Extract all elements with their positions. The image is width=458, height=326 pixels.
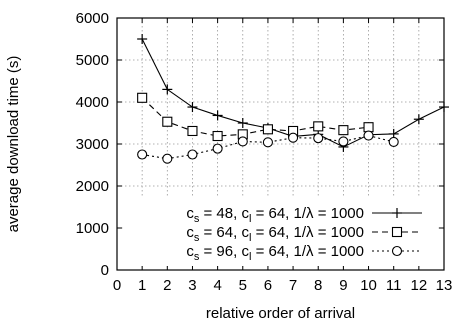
x-tick-label: 5 — [239, 277, 247, 294]
series-3-point — [363, 130, 374, 141]
legend-label: cs = 96, cl = 64, 1/λ = 1000 — [186, 243, 364, 263]
x-tick-label: 12 — [411, 277, 428, 294]
legend-marker-sample — [391, 245, 403, 257]
series-3-point — [137, 149, 148, 160]
x-tick-label: 2 — [163, 277, 171, 294]
series-3-point — [262, 137, 273, 148]
legend-marker-sample — [391, 226, 403, 238]
series-2-point — [338, 125, 349, 136]
series-2-point — [313, 121, 324, 132]
series-3-point — [313, 133, 324, 144]
x-tick-label: 6 — [264, 277, 272, 294]
legend-entry-1: cs = 48, cl = 64, 1/λ = 1000 — [186, 205, 422, 225]
x-tick-label: 13 — [436, 277, 453, 294]
x-tick-labels: 0 1 2 3 4 5 6 7 8 9 10 11 12 13 — [113, 277, 453, 294]
series-3-point — [212, 143, 223, 154]
series-2-point — [137, 92, 148, 103]
series-2-point — [187, 125, 198, 137]
y-tick-labels: 0 1000 2000 3000 4000 5000 6000 — [76, 10, 109, 279]
series-3-point — [338, 136, 349, 147]
legend-label: cs = 48, cl = 64, 1/λ = 1000 — [186, 205, 364, 225]
series-1-point — [137, 34, 148, 44]
y-tick-label: 5000 — [76, 52, 109, 69]
series-1-point — [237, 118, 248, 128]
series-1-point — [162, 84, 173, 95]
x-tick-label: 1 — [138, 277, 146, 294]
x-tick-label: 9 — [339, 277, 347, 294]
y-tick-label: 3000 — [76, 136, 109, 153]
x-axis-label: relative order of arrival — [206, 305, 355, 322]
x-tick-label: 11 — [386, 277, 402, 294]
y-axis-label: average download time (s) — [5, 56, 22, 233]
x-tick-label: 3 — [188, 277, 196, 294]
series-line-2 — [141, 97, 369, 137]
x-tick-label: 7 — [289, 277, 297, 294]
y-tick-label: 1000 — [76, 220, 109, 237]
series-3-point — [187, 149, 198, 160]
x-tick-label: 10 — [360, 277, 377, 294]
series-1-point — [413, 114, 424, 125]
series-2-point — [262, 124, 273, 135]
y-tick-label: 6000 — [76, 10, 109, 27]
series-1-point — [187, 102, 198, 113]
series-3-point — [237, 136, 248, 147]
series-2-point — [363, 122, 374, 133]
series-markers — [137, 34, 449, 164]
legend-marker-sample — [392, 208, 402, 218]
series-2-point — [212, 130, 223, 142]
x-tick-label: 0 — [113, 277, 121, 294]
y-tick-label: 4000 — [76, 94, 109, 111]
legend-label: cs = 64, cl = 64, 1/λ = 1000 — [186, 224, 364, 244]
series-2-point — [162, 116, 173, 127]
plot-frame — [116, 17, 445, 271]
series-3-point — [388, 136, 399, 147]
series-3-point — [162, 153, 173, 164]
legend-entry-2: cs = 64, cl = 64, 1/λ = 1000 — [186, 224, 422, 244]
y-tick-label: 2000 — [76, 178, 109, 195]
legend-entry-3: cs = 96, cl = 64, 1/λ = 1000 — [186, 243, 422, 263]
x-tick-label: 4 — [213, 277, 221, 294]
series-1-point — [212, 110, 223, 121]
x-tick-label: 8 — [314, 277, 322, 294]
series-3-point — [288, 132, 299, 143]
y-tick-label: 0 — [101, 262, 109, 279]
